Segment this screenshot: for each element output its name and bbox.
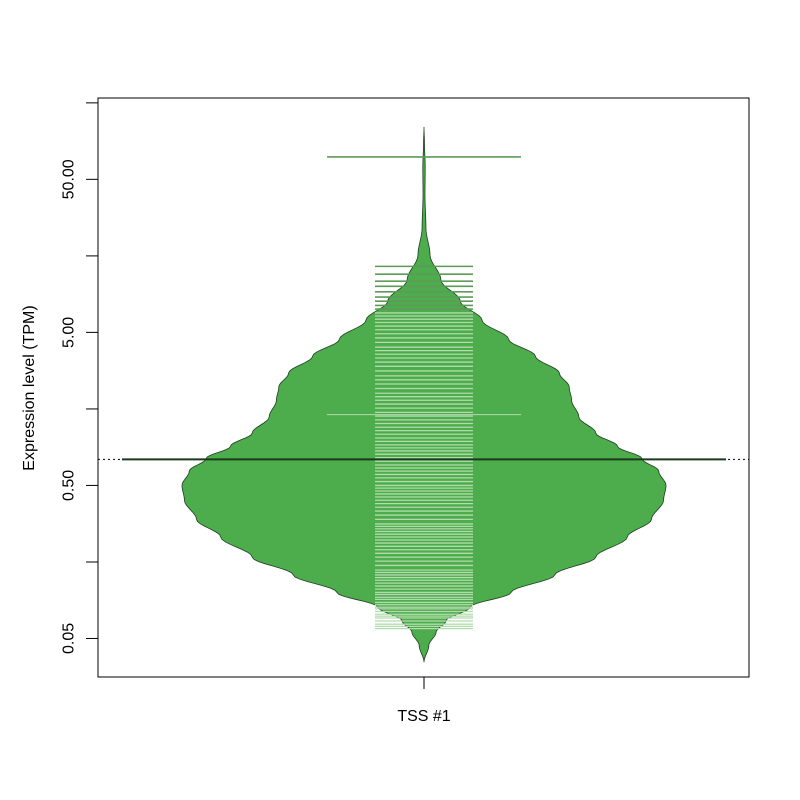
y-tick-label: 0.05 bbox=[61, 623, 78, 654]
y-axis-title: Expression level (TPM) bbox=[21, 305, 38, 470]
y-axis: 0.05 0.50 5.00 50.00 bbox=[61, 102, 98, 654]
y-tick-label: 0.50 bbox=[61, 470, 78, 501]
plot-area bbox=[98, 126, 749, 663]
y-tick-label: 5.00 bbox=[61, 317, 78, 348]
y-tick-label: 50.00 bbox=[61, 159, 78, 199]
bean-density-1 bbox=[181, 126, 667, 663]
x-axis: TSS #1 bbox=[397, 677, 451, 725]
x-tick-label: TSS #1 bbox=[397, 708, 450, 725]
